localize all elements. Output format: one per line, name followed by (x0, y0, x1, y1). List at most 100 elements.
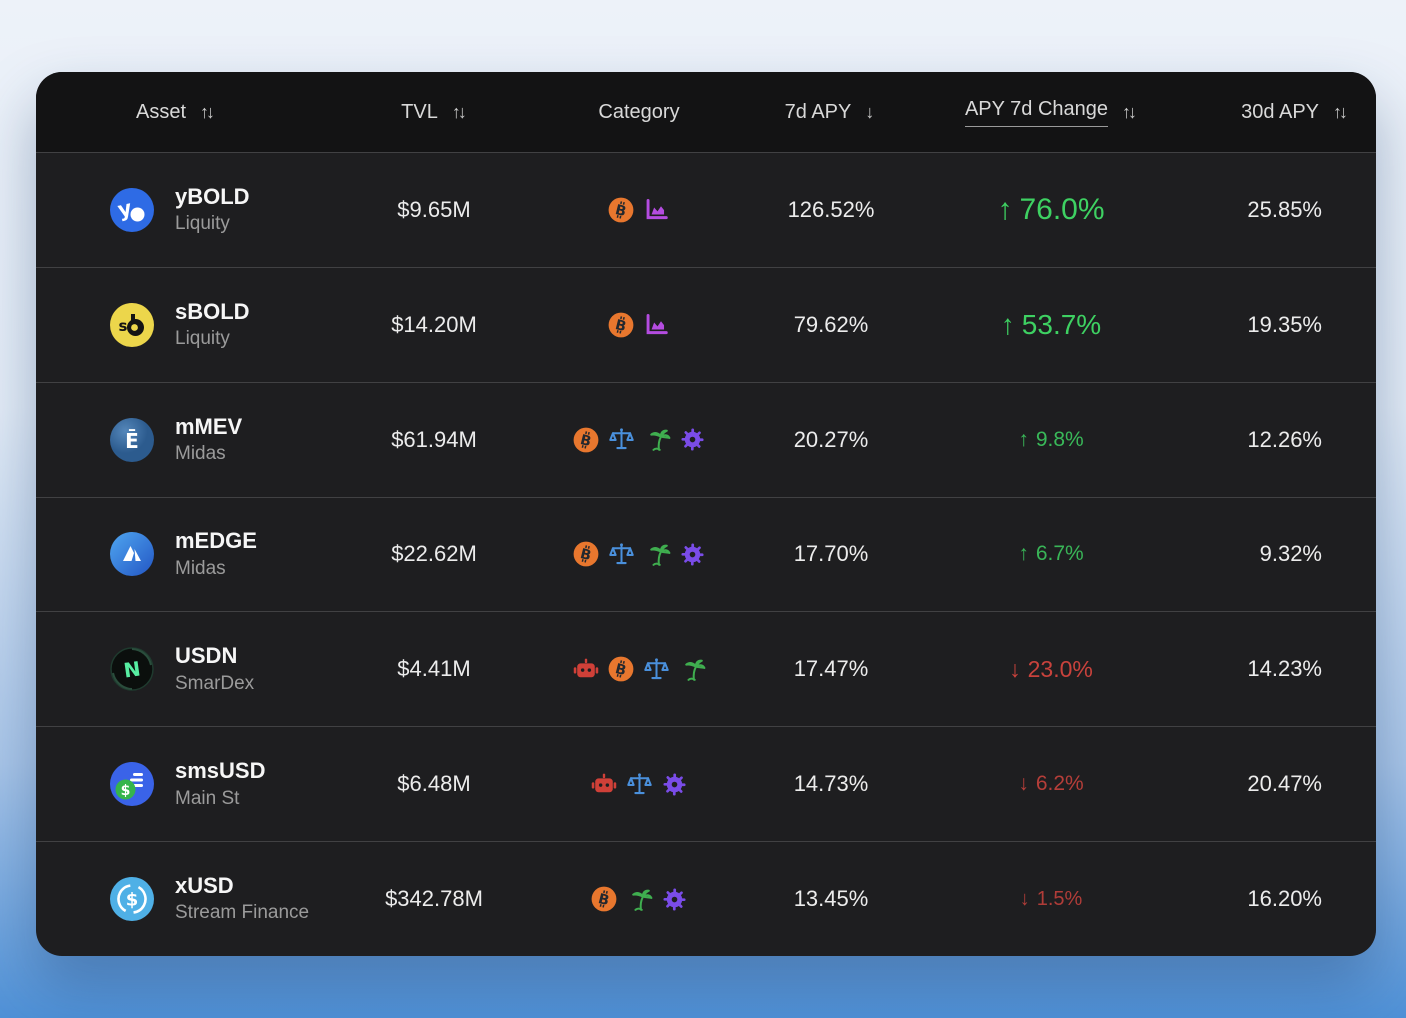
asset-name: yBOLD (175, 183, 250, 209)
asset-protocol: Liquity (175, 213, 230, 235)
svg-text:y: y (116, 196, 135, 222)
asset-text: mEDGE Midas (175, 527, 257, 581)
table-row[interactable]: s sBOLD Liquity $14.20M B 79.62% ↑ 53.7%… (36, 266, 1376, 382)
tvl-value: $14.20M (391, 311, 477, 337)
table-row[interactable]: Ē mMEV Midas $61.94M B 20.27% ↑ 9.8% 12.… (36, 381, 1376, 497)
asset-protocol: Main St (175, 787, 240, 809)
yield-table-card: Asset ↑↓ TVL ↑↓ Category 7d APY ↓ APY 7d… (36, 72, 1376, 956)
asset-cell: N USDN SmarDex (36, 642, 336, 696)
scales-icon (608, 541, 635, 568)
asset-protocol: SmarDex (175, 672, 255, 694)
svg-text:$: $ (126, 890, 139, 911)
apy-7d-change-value: ↑ 6.7% (916, 542, 1186, 566)
table-row[interactable]: $ xUSD Stream Finance $342.78M B 13.45% … (36, 841, 1376, 956)
change-value: 9.8% (1035, 427, 1084, 451)
column-header-asset: Asset ↑↓ (36, 101, 336, 124)
column-header-30d-apy: 30d APY ↑↓ (1186, 101, 1376, 124)
change-value: 53.7% (1021, 308, 1102, 340)
bitcoin-icon: B (608, 197, 634, 223)
column-header-apy-7d-change: APY 7d Change ↑↓ (916, 98, 1186, 127)
scales-icon (608, 426, 635, 453)
column-label-apy-7d-change[interactable]: APY 7d Change (964, 98, 1109, 127)
sort-icon-tvl[interactable]: ↑↓ (451, 101, 467, 122)
change-value: 6.7% (1035, 542, 1084, 566)
table-row[interactable]: mEDGE Midas $22.62M B 17.70% ↑ 6.7% 9.32… (36, 496, 1376, 612)
column-label-category[interactable]: Category (598, 100, 680, 123)
tvl-value: $6.48M (397, 771, 471, 797)
gear-icon (662, 772, 687, 797)
asset-cell: s sBOLD Liquity (36, 298, 336, 352)
category-icons: B (532, 196, 746, 223)
apy-30d-value: 20.47% (1247, 771, 1322, 797)
apy-30d-value: 25.85% (1247, 196, 1322, 222)
change-arrow-icon: ↑ (997, 192, 1013, 226)
column-label-tvl[interactable]: TVL (401, 100, 438, 123)
column-label-asset[interactable]: Asset (136, 100, 187, 123)
robot-icon (591, 771, 617, 797)
table-row[interactable]: y yBOLD Liquity $9.65M B 126.52% ↑ 76.0%… (36, 152, 1376, 267)
apy-7d-change-value: ↑ 53.7% (916, 309, 1186, 341)
tvl-value: $61.94M (391, 426, 477, 452)
change-arrow-icon: ↓ (1018, 772, 1029, 796)
apy-30d-value: 16.20% (1247, 886, 1322, 912)
change-arrow-icon: ↑ (1000, 308, 1015, 340)
category-icons: B (532, 886, 746, 913)
asset-name: sBOLD (175, 298, 250, 324)
chart-icon (643, 311, 670, 338)
column-label-30d-apy[interactable]: 30d APY (1241, 100, 1319, 123)
change-arrow-icon: ↑ (1018, 427, 1029, 451)
table-row[interactable]: N USDN SmarDex $4.41M B 17.47% ↓ 23.0% 1… (36, 611, 1376, 726)
sort-icon-asset[interactable]: ↑↓ (200, 101, 215, 122)
svg-text:$: $ (121, 783, 131, 799)
category-icons (532, 771, 746, 798)
palm-icon (644, 541, 671, 568)
scales-icon (643, 656, 670, 683)
svg-text:Ē: Ē (125, 429, 139, 453)
asset-protocol: Liquity (175, 328, 230, 350)
apy-7d-value: 126.52% (787, 196, 875, 222)
apy-7d-change-value: ↓ 1.5% (916, 888, 1186, 911)
gear-icon (680, 427, 705, 452)
asset-cell: $ smsUSD Main St (36, 757, 336, 811)
asset-text: yBOLD Liquity (175, 183, 250, 237)
asset-logo-icon: s (110, 302, 154, 347)
asset-text: xUSD Stream Finance (175, 872, 309, 926)
bitcoin-icon: B (608, 312, 634, 338)
apy-7d-value: 17.70% (793, 541, 869, 567)
bitcoin-icon: B (573, 427, 599, 453)
sort-icon-30d-apy[interactable]: ↑↓ (1333, 101, 1348, 122)
change-value: 1.5% (1036, 887, 1083, 910)
asset-name: mMEV (175, 413, 243, 439)
category-icons: B (532, 311, 746, 338)
change-value: 6.2% (1035, 772, 1084, 796)
asset-text: smsUSD Main St (175, 757, 265, 811)
palm-icon (626, 886, 653, 913)
asset-name: xUSD (175, 872, 234, 898)
asset-protocol: Stream Finance (175, 902, 310, 924)
sort-icon-apy-7d-change[interactable]: ↑↓ (1122, 101, 1137, 122)
apy-7d-value: 14.73% (793, 771, 869, 797)
asset-logo-icon: y (110, 187, 154, 232)
svg-text:N: N (122, 657, 142, 683)
column-header-category: Category (532, 101, 746, 124)
asset-logo-icon: Ē (110, 417, 154, 462)
asset-name: mEDGE (175, 528, 257, 554)
scales-icon (626, 771, 653, 798)
asset-cell: $ xUSD Stream Finance (36, 872, 336, 926)
column-header-tvl: TVL ↑↓ (336, 101, 532, 124)
change-arrow-icon: ↓ (1019, 887, 1030, 910)
gear-icon (680, 542, 705, 567)
category-icons: B (532, 426, 746, 453)
asset-protocol: Midas (175, 443, 226, 465)
sort-icon-7d-apy[interactable]: ↓ (865, 101, 875, 122)
asset-text: sBOLD Liquity (175, 298, 250, 352)
column-label-7d-apy[interactable]: 7d APY (784, 100, 852, 123)
robot-icon (573, 656, 599, 682)
tvl-value: $22.62M (391, 541, 477, 567)
asset-logo-icon: $ (110, 762, 154, 807)
apy-30d-value: 12.26% (1247, 426, 1322, 452)
asset-cell: Ē mMEV Midas (36, 413, 336, 467)
palm-icon (679, 656, 706, 683)
table-row[interactable]: $ smsUSD Main St $6.48M 14.73% ↓ 6.2% 20… (36, 726, 1376, 841)
apy-7d-change-value: ↑ 9.8% (916, 428, 1186, 452)
